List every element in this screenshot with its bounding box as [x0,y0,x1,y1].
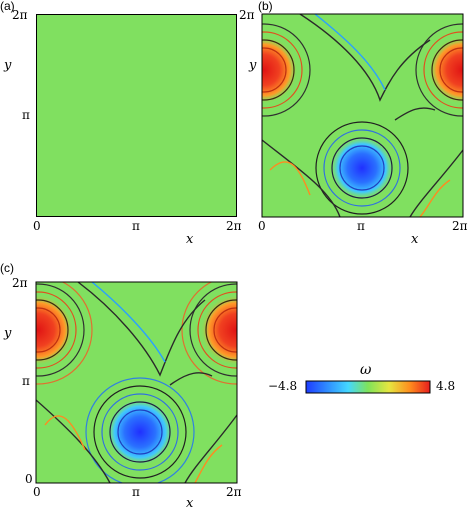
colorbar-max-label: 4.8 [436,379,456,393]
panel-b-blue-vortex [330,136,394,200]
panel-c-ytick-2pi: 2π [12,276,28,290]
panel-b-xtick-0: 0 [258,219,266,233]
panel-c-ytick-pi: π [22,374,30,388]
panel-b-ylabel: y [249,58,257,73]
colorbar-symbol: ω [360,362,372,378]
panel-b-xtick-pi: π [357,219,365,233]
panel-a-xlabel: x [186,232,194,247]
panel-b-ytick-2pi: 2π [239,8,255,22]
panel-a-xtick-pi: π [132,219,140,233]
panel-a-xtick-2pi: 2π [226,219,242,233]
panel-c-xlabel: x [186,496,194,511]
panel-c-label: (c) [0,261,14,275]
panel-c-blue-vortex [106,398,174,466]
panel-b-red-vortex-left [262,36,298,104]
panel-c-xtick-2pi: 2π [226,485,242,499]
panel-a-plot [36,14,237,217]
panel-c-xtick-pi: π [132,485,140,499]
colorbar [305,380,431,394]
panel-b-xlabel: x [411,232,419,247]
panel-a-ytick-pi: π [22,108,30,122]
panel-c-ytick-0: 0 [25,472,33,486]
panel-c-red-vortex-left [36,294,74,366]
panel-a-ylabel: y [4,58,12,73]
panel-c-red-vortex-right [200,294,237,366]
panel-a-label: (a) [0,0,15,13]
panel-a-ytick-2pi: 2π [12,8,28,22]
panel-b-red-vortex-right [428,36,463,104]
panel-b-xtick-2pi: 2π [452,219,468,233]
colorbar-min-label: −4.8 [268,379,298,393]
panel-a-xtick-0: 0 [33,219,41,233]
panel-b-label: (b) [258,0,273,13]
panel-c-ylabel: y [4,326,12,341]
panel-c-xtick-0: 0 [33,485,41,499]
